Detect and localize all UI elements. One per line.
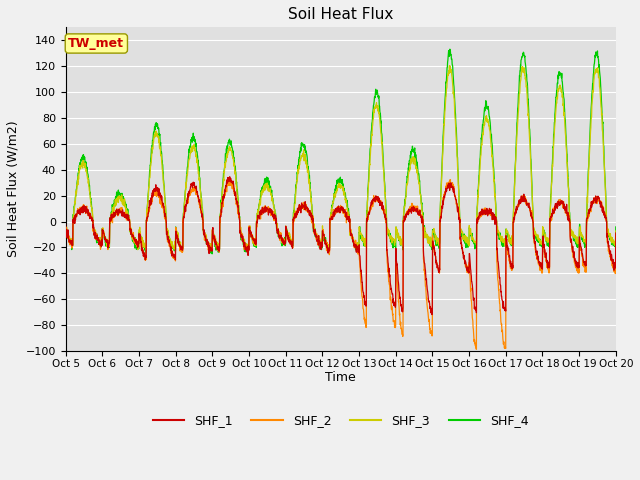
Legend: SHF_1, SHF_2, SHF_3, SHF_4: SHF_1, SHF_2, SHF_3, SHF_4 xyxy=(148,409,534,432)
Title: Soil Heat Flux: Soil Heat Flux xyxy=(288,7,394,22)
Text: TW_met: TW_met xyxy=(68,37,124,50)
Y-axis label: Soil Heat Flux (W/m2): Soil Heat Flux (W/m2) xyxy=(7,121,20,257)
X-axis label: Time: Time xyxy=(325,372,356,384)
